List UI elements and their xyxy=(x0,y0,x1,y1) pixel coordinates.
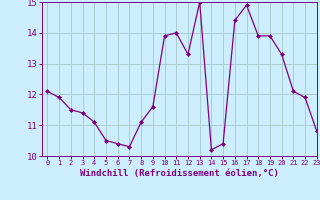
X-axis label: Windchill (Refroidissement éolien,°C): Windchill (Refroidissement éolien,°C) xyxy=(80,169,279,178)
